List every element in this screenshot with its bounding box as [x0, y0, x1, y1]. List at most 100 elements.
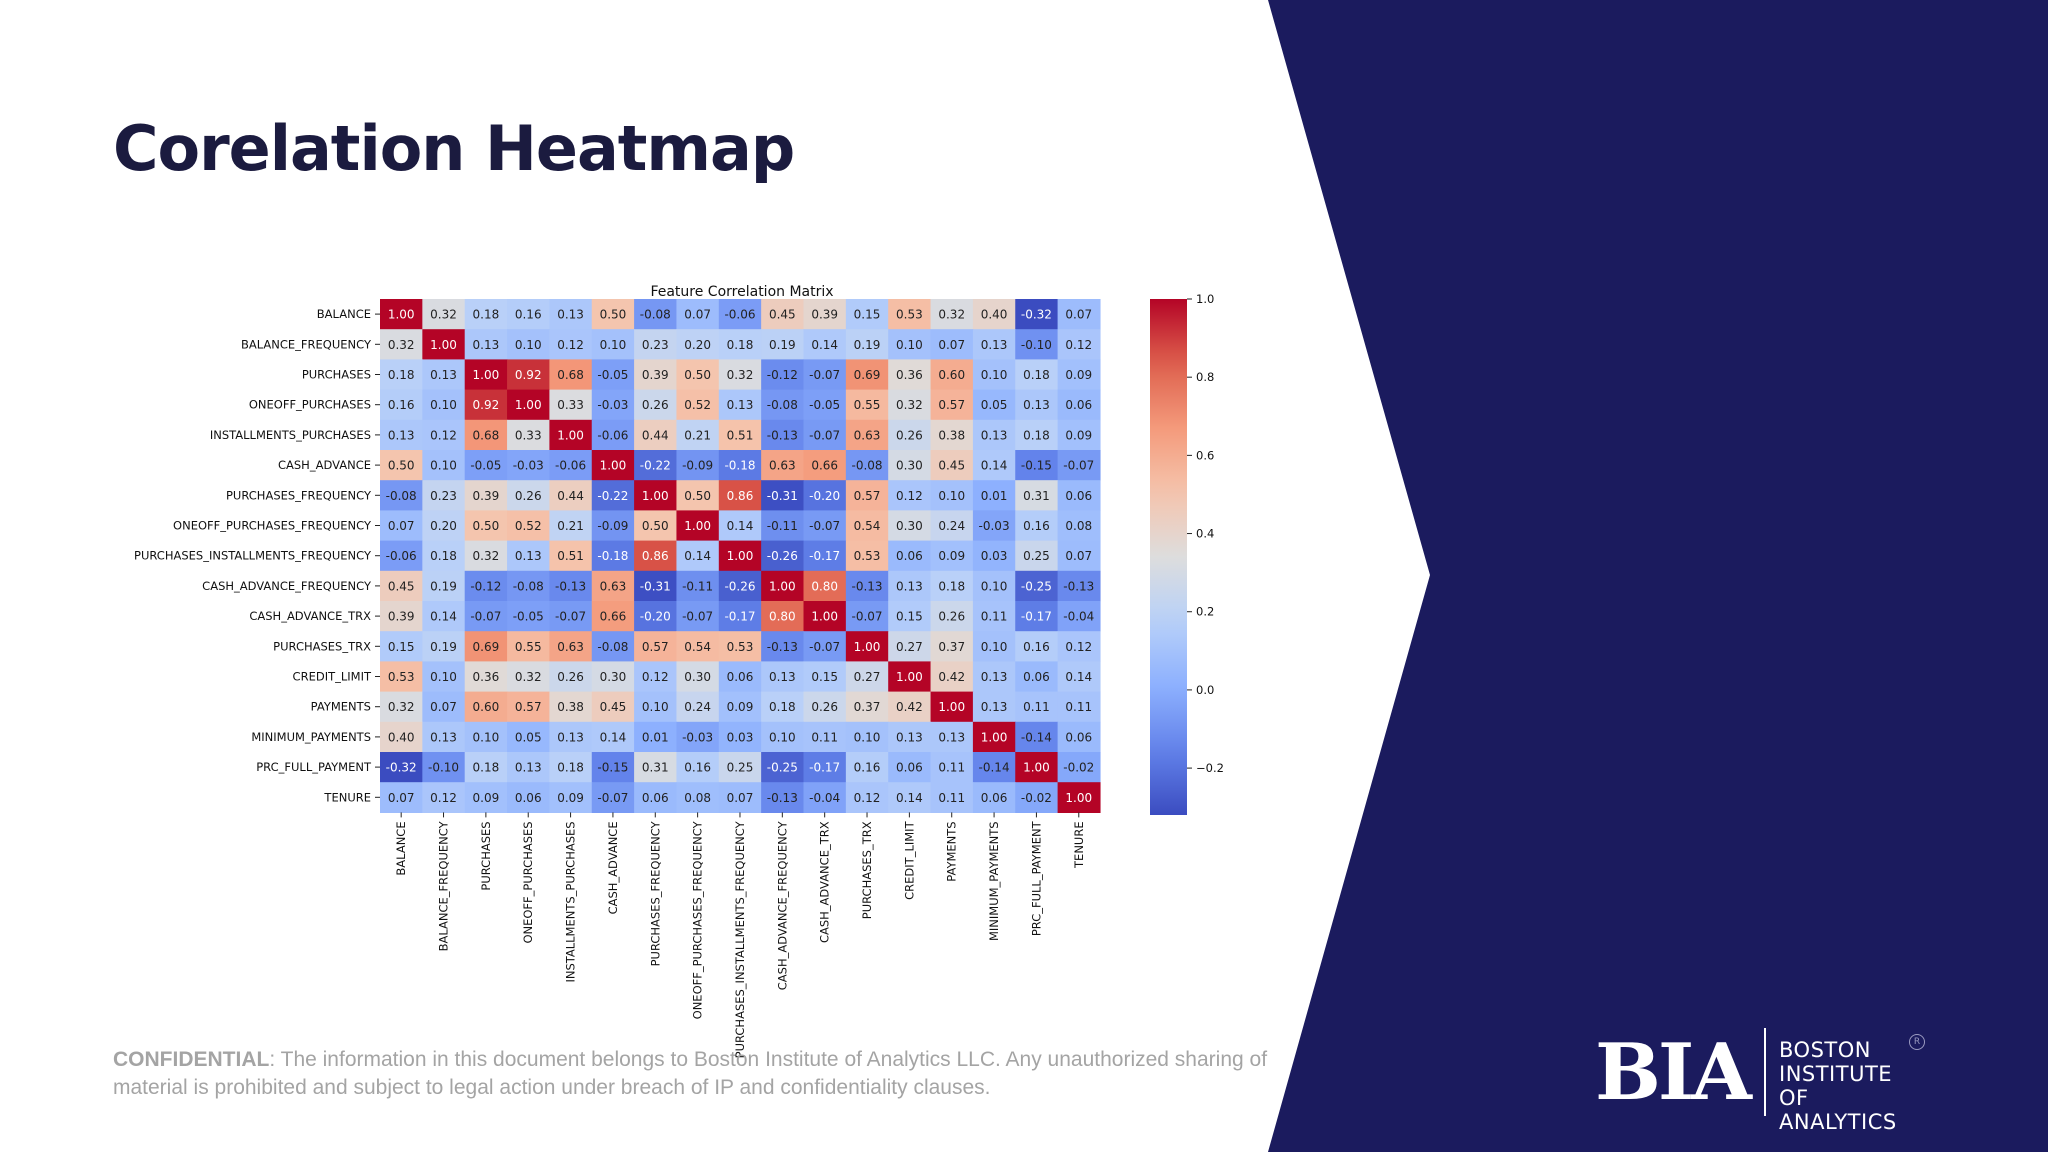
heatmap-cell	[761, 510, 805, 542]
cell-value-label: 0.10	[600, 338, 627, 352]
heatmap-cell	[634, 752, 678, 783]
heatmap-cell	[591, 631, 635, 662]
cell-value-label: 0.15	[388, 640, 415, 654]
cell-value-label: -0.13	[767, 640, 798, 654]
logo-divider	[1764, 1028, 1766, 1116]
colorbar-tick-label: 0.8	[1196, 370, 1214, 384]
heatmap-cell	[549, 752, 593, 783]
cell-value-label: 0.40	[981, 308, 1008, 322]
heatmap-cell	[930, 631, 974, 662]
cell-value-label: 0.16	[1023, 519, 1050, 533]
cell-value-label: 0.50	[473, 519, 500, 533]
cell-value-label: 0.09	[938, 549, 965, 563]
heatmap-cell	[549, 631, 593, 662]
cell-value-label: 0.39	[473, 489, 500, 503]
cell-value-label: 0.36	[473, 670, 500, 684]
cell-value-label: 0.50	[388, 459, 415, 473]
cell-value-label: 0.55	[515, 640, 542, 654]
cell-value-label: 0.26	[896, 428, 923, 442]
heatmap-cell	[549, 329, 593, 360]
cell-value-label: 0.16	[515, 308, 542, 322]
cell-value-label: -0.02	[1021, 791, 1052, 805]
chart-title: Feature Correlation Matrix	[650, 284, 833, 300]
heatmap-cell	[634, 480, 678, 511]
heatmap-cell	[507, 389, 550, 421]
heatmap-cell	[1015, 480, 1059, 511]
heatmap-cell	[1015, 601, 1059, 632]
cell-value-label: 1.00	[684, 519, 711, 533]
cell-value-label: 0.06	[981, 791, 1008, 805]
cell-value-label: 1.00	[1065, 791, 1092, 805]
heatmap-cell	[380, 419, 423, 451]
row-label: PURCHASES	[302, 368, 371, 382]
heatmap-cell	[888, 752, 932, 783]
cell-value-label: 0.18	[388, 368, 415, 382]
cell-value-label: 0.68	[557, 368, 584, 382]
cell-value-label: 0.05	[515, 730, 542, 744]
cell-value-label: 0.06	[896, 549, 923, 563]
heatmap-cell	[464, 661, 508, 693]
column-label: CASH_ADVANCE_FREQUENCY	[775, 820, 789, 990]
cell-value-label: 0.18	[1023, 368, 1050, 382]
column-label: CASH_ADVANCE	[606, 821, 620, 914]
heatmap-cell	[1015, 329, 1059, 360]
heatmap-cell	[549, 299, 593, 330]
cell-value-label: 0.12	[1065, 640, 1092, 654]
cell-value-label: 0.13	[388, 428, 415, 442]
cell-value-label: 0.05	[981, 398, 1008, 412]
heatmap-cell	[380, 691, 423, 723]
cell-value-label: 0.10	[896, 338, 923, 352]
heatmap-cell	[1057, 510, 1101, 542]
cell-value-label: -0.05	[513, 610, 544, 624]
cell-value-label: 0.06	[1065, 489, 1092, 503]
row-label: PAYMENTS	[311, 700, 371, 714]
cell-value-label: 0.06	[896, 761, 923, 775]
footer-text: : The information in this document belon…	[113, 1048, 1268, 1099]
heatmap-cell	[1057, 329, 1101, 360]
cell-value-label: 0.16	[684, 761, 711, 775]
heatmap-cell	[803, 450, 847, 481]
heatmap-cell	[634, 299, 678, 330]
cell-value-label: -0.06	[555, 459, 586, 473]
row-label: PURCHASES_TRX	[273, 639, 371, 653]
cell-value-label: 0.32	[388, 338, 415, 352]
heatmap-cell	[1015, 570, 1059, 602]
heatmap-cell	[888, 691, 932, 723]
heatmap-cell	[972, 601, 1016, 632]
cell-value-label: -0.06	[724, 308, 755, 322]
heatmap-cell	[930, 389, 974, 421]
heatmap-cell	[761, 480, 805, 511]
cell-value-label: 0.20	[684, 338, 711, 352]
cell-value-label: 0.08	[1065, 519, 1092, 533]
heatmap-cell	[634, 782, 678, 813]
cell-value-label: 0.09	[727, 700, 754, 714]
cell-value-label: -0.07	[809, 428, 840, 442]
cell-value-label: -0.04	[1063, 610, 1094, 624]
heatmap-cell	[803, 389, 847, 421]
row-label: BALANCE	[317, 307, 371, 321]
cell-value-label: 0.26	[642, 398, 669, 412]
heatmap-cell	[634, 631, 678, 662]
heatmap-cell	[972, 480, 1016, 511]
heatmap-cell	[549, 540, 593, 572]
cell-value-label: 0.31	[1023, 489, 1050, 503]
heatmap-cell	[845, 480, 889, 511]
heatmap-cell	[549, 480, 593, 511]
heatmap-cell	[549, 691, 593, 723]
navy-chevron-shape	[1268, 0, 2048, 1152]
cell-value-label: -0.14	[1021, 730, 1052, 744]
heatmap-cell	[422, 389, 466, 421]
colorbar-tick-label: 1.0	[1196, 292, 1214, 306]
cell-value-label: 0.63	[769, 459, 796, 473]
cell-value-label: 0.18	[473, 761, 500, 775]
heatmap-cell	[380, 540, 423, 572]
heatmap-cell	[464, 540, 508, 572]
cell-value-label: 0.50	[684, 489, 711, 503]
cell-value-label: 1.00	[557, 428, 584, 442]
heatmap-cell	[464, 419, 508, 451]
heatmap-cell	[1057, 540, 1101, 572]
heatmap-cell	[930, 782, 974, 813]
heatmap-cell	[464, 782, 508, 813]
heatmap-cell	[845, 691, 889, 723]
cell-value-label: 0.01	[642, 730, 669, 744]
